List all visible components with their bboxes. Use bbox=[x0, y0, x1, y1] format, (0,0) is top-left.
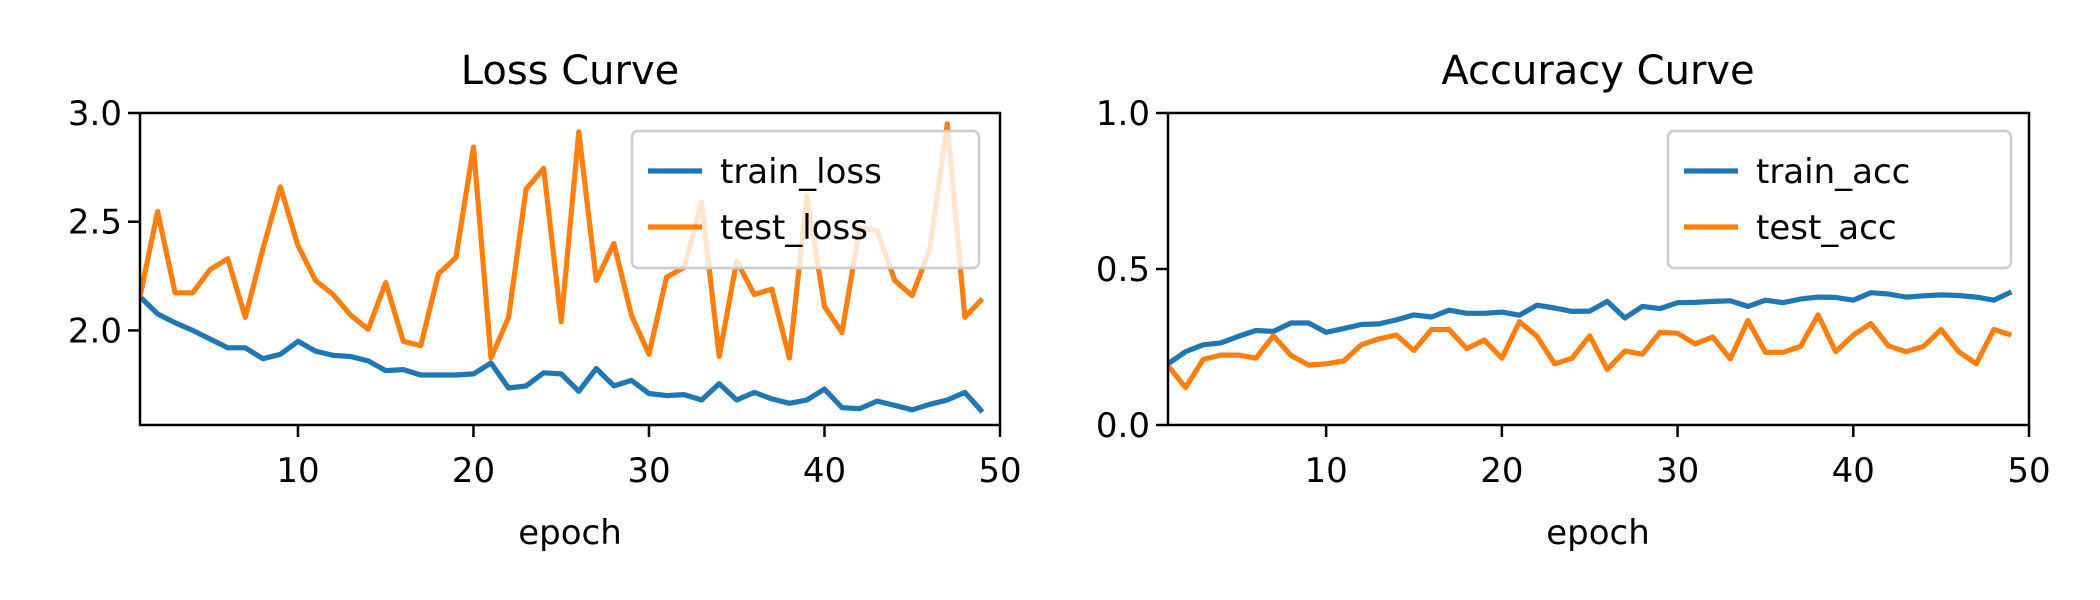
y-tick-label: 3.0 bbox=[68, 94, 122, 134]
legend-label-test_acc: test_acc bbox=[1756, 208, 1897, 248]
x-tick-label: 30 bbox=[627, 451, 670, 491]
loss-x-axis-label: epoch bbox=[518, 513, 622, 553]
series-line-test_acc bbox=[1168, 312, 2013, 391]
y-tick-label: 0.5 bbox=[1096, 250, 1150, 290]
x-tick-label: 10 bbox=[1305, 451, 1348, 491]
x-tick-label: 50 bbox=[2007, 451, 2050, 491]
accuracy-legend: train_acc test_acc bbox=[1666, 129, 2013, 270]
x-tick-label: 10 bbox=[276, 451, 319, 491]
y-tick-label: 0.0 bbox=[1096, 406, 1150, 446]
legend-box bbox=[630, 129, 981, 270]
accuracy-x-axis-label: epoch bbox=[1546, 513, 1650, 553]
axes-frame bbox=[138, 111, 1002, 427]
x-tick-label: 20 bbox=[452, 451, 495, 491]
legend-label-train_loss: train_loss bbox=[720, 152, 882, 192]
x-tick-label: 30 bbox=[1656, 451, 1699, 491]
legend-label-train_acc: train_acc bbox=[1756, 152, 1910, 192]
legend-label-test_loss: test_loss bbox=[720, 208, 868, 248]
x-tick-label: 20 bbox=[1480, 451, 1523, 491]
y-tick-label: 2.0 bbox=[68, 311, 122, 351]
x-tick-label: 50 bbox=[978, 451, 1021, 491]
loss-chart-title: Loss Curve bbox=[461, 48, 679, 94]
y-tick-label: 1.0 bbox=[1096, 94, 1150, 134]
y-tick-label: 2.5 bbox=[68, 203, 122, 243]
accuracy-chart-title: Accuracy Curve bbox=[1441, 48, 1754, 94]
loss-legend: train_loss test_loss bbox=[630, 129, 981, 270]
series-line-train_acc bbox=[1168, 289, 2013, 366]
accuracy-curve-panel: Accuracy Curve epoch 10 20 30 40 50 0.0 0.5 1.0… bbox=[1096, 48, 2051, 553]
series-line-train_loss bbox=[140, 294, 985, 414]
legend-box bbox=[1666, 129, 2013, 270]
x-tick-label: 40 bbox=[803, 451, 846, 491]
x-tick-label: 40 bbox=[1832, 451, 1875, 491]
series-line-test_loss bbox=[140, 121, 985, 361]
loss-curve-panel: Loss Curve epoch 10 20 30 40 50 2.0 2.5 3.0 trai… bbox=[68, 48, 1022, 553]
